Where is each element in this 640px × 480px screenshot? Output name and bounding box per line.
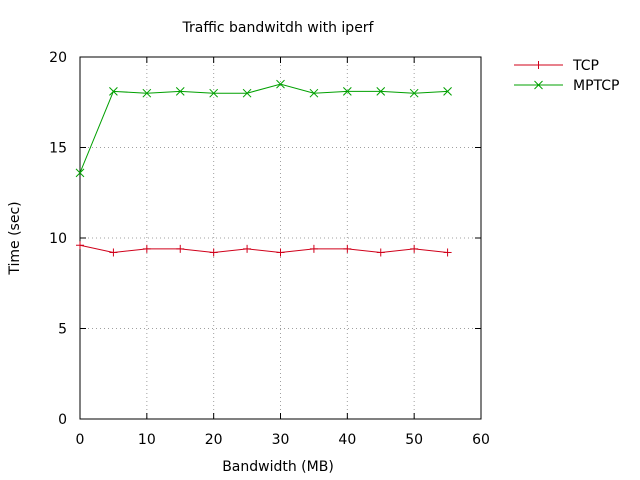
data-point	[376, 87, 386, 96]
y-tick-label: 15	[49, 141, 67, 157]
legend-label: TCP	[572, 58, 599, 74]
data-point	[209, 248, 218, 257]
data-point	[410, 244, 419, 253]
x-tick-label: 50	[405, 432, 423, 448]
data-point	[343, 244, 352, 253]
y-axis: 0 5 10 15 20	[49, 50, 481, 428]
legend-item-mptcp: MPTCP	[514, 78, 619, 94]
y-tick-label: 0	[58, 412, 67, 428]
x-axis: 0 10 20 30 40 50 60	[76, 57, 490, 448]
y-tick-label: 5	[58, 322, 67, 338]
series-line-mptcp	[79, 83, 448, 173]
data-point	[276, 79, 285, 89]
y-tick-label: 10	[49, 231, 67, 247]
data-point	[176, 244, 185, 253]
series-tcp	[76, 241, 452, 257]
data-point	[276, 248, 285, 257]
legend-item-tcp: TCP	[514, 58, 599, 74]
x-tick-label: 0	[76, 432, 85, 448]
x-tick-label: 40	[338, 432, 356, 448]
x-tick-label: 20	[205, 432, 223, 448]
series-layer	[75, 79, 452, 257]
data-point	[76, 241, 84, 250]
x-tick-label: 30	[272, 432, 290, 448]
legend-marker	[534, 80, 543, 90]
data-point	[109, 87, 118, 96]
data-point	[209, 88, 219, 98]
data-point	[242, 88, 252, 98]
x-axis-label: Bandwidth (MB)	[222, 459, 334, 475]
data-point	[175, 87, 185, 96]
data-point	[243, 244, 252, 253]
data-point	[75, 168, 85, 178]
data-point	[142, 244, 151, 253]
data-point	[342, 87, 352, 96]
series-line-tcp	[79, 244, 448, 254]
chart-title: Traffic bandwitdh with iperf	[181, 20, 374, 36]
grid	[80, 57, 481, 419]
data-point	[109, 248, 118, 257]
data-point	[409, 88, 419, 98]
data-point	[142, 88, 152, 98]
data-point	[443, 87, 452, 96]
series-mptcp	[75, 79, 452, 178]
data-point	[443, 248, 452, 257]
legend: TCP MPTCP	[514, 58, 619, 94]
data-point	[309, 88, 319, 98]
y-axis-label: Time (sec)	[7, 201, 23, 275]
data-point	[376, 248, 385, 257]
legend-marker	[534, 61, 543, 69]
legend-label: MPTCP	[573, 78, 619, 94]
x-tick-label: 10	[138, 432, 156, 448]
data-point	[309, 244, 318, 253]
x-tick-label: 60	[472, 432, 490, 448]
y-tick-label: 20	[49, 50, 67, 66]
